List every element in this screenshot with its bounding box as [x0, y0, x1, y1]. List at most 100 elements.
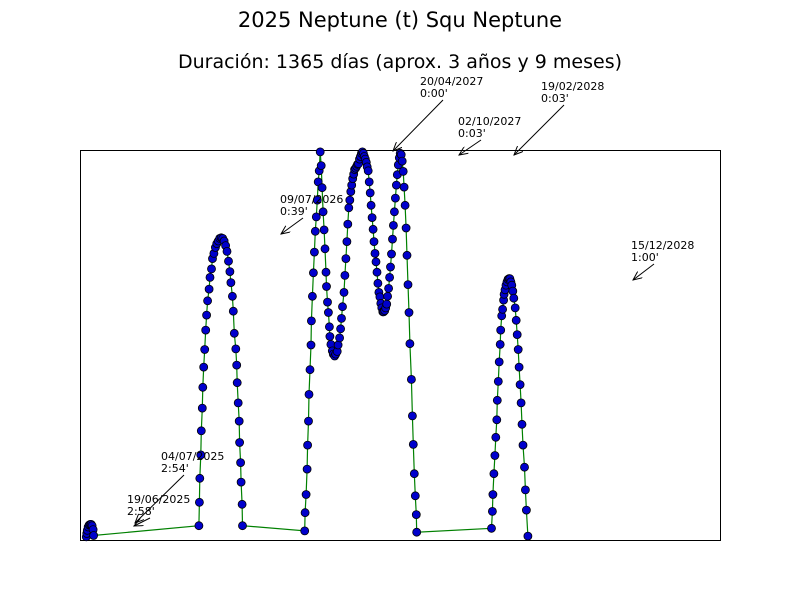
annotation-arrow	[633, 263, 655, 280]
data-point	[398, 166, 408, 176]
data-point	[205, 272, 215, 282]
data-point	[322, 282, 331, 291]
annotation-date: 15/12/2028	[631, 239, 694, 252]
peak-annotation: 09/07/2026 0:39'	[280, 193, 343, 234]
data-point	[232, 378, 242, 388]
annotation-label: 15/12/2028 1:00'	[631, 239, 694, 264]
data-point	[300, 526, 310, 536]
data-point	[202, 310, 212, 320]
annotation-time: 0:39'	[280, 205, 308, 218]
data-point	[406, 374, 416, 384]
data-point	[520, 462, 529, 472]
data-point	[402, 250, 412, 260]
data-point	[489, 469, 499, 479]
data-point	[405, 339, 415, 349]
data-point	[365, 188, 375, 198]
data-point	[200, 345, 210, 354]
annotation-time: 0:03'	[458, 127, 486, 140]
data-point	[511, 315, 521, 325]
data-point	[198, 382, 208, 392]
data-point	[228, 306, 238, 316]
data-point	[492, 395, 502, 405]
data-point	[493, 376, 503, 386]
data-point	[317, 183, 327, 193]
peak-annotation: 15/12/2028 1:00'	[631, 239, 694, 280]
data-point	[315, 147, 325, 157]
data-point	[383, 291, 393, 301]
data-point	[488, 490, 498, 499]
data-point	[312, 195, 322, 205]
annotation-time: 0:00'	[420, 87, 448, 100]
data-point	[494, 357, 504, 367]
data-point	[304, 389, 314, 399]
data-point	[229, 328, 239, 338]
annotation-arrow	[135, 474, 185, 523]
data-point	[344, 203, 354, 213]
data-point	[233, 398, 243, 408]
data-point	[343, 219, 353, 229]
annotation-date: 09/07/2026	[280, 193, 343, 206]
data-point	[196, 450, 206, 460]
data-point	[515, 380, 525, 390]
data-point	[226, 278, 236, 288]
series-layer	[81, 147, 533, 542]
data-point	[521, 485, 530, 495]
peak-annotation: 02/10/2027 0:03'	[458, 115, 521, 155]
annotation-label: 09/07/2026 0:39'	[280, 193, 343, 218]
data-point	[336, 324, 346, 334]
annotation-date: 04/07/2025	[161, 450, 224, 463]
data-point	[387, 249, 396, 259]
data-point	[337, 313, 346, 323]
data-point	[305, 365, 315, 375]
peak-annotation: 19/02/2028 0:03'	[514, 80, 604, 155]
data-point	[487, 506, 497, 516]
data-point	[323, 297, 332, 307]
data-point	[411, 510, 421, 519]
data-point	[408, 439, 418, 449]
data-point	[367, 213, 377, 223]
data-point	[514, 362, 524, 372]
data-point	[236, 458, 246, 468]
data-point	[234, 416, 244, 426]
data-point	[316, 161, 326, 171]
data-point	[319, 225, 329, 235]
data-point	[498, 304, 508, 314]
data-point	[492, 415, 502, 425]
data-point	[407, 411, 417, 421]
data-point	[384, 283, 394, 293]
annotation-time: 2:54'	[161, 462, 189, 475]
data-point	[236, 477, 246, 487]
data-point	[318, 207, 328, 217]
peak-annotation: 04/07/2025 2:54'	[135, 450, 224, 523]
annotation-arrow	[393, 99, 444, 151]
data-point	[345, 195, 355, 205]
data-point	[207, 264, 216, 274]
data-point	[368, 224, 378, 234]
data-point	[224, 256, 233, 266]
data-point	[518, 440, 528, 450]
plot-frame	[80, 150, 721, 541]
annotation-arrow	[459, 139, 482, 155]
annotation-label: 02/10/2027 0:03'	[458, 115, 521, 140]
chart-title: 2025 Neptune (t) Squ Neptune	[237, 8, 563, 32]
data-point	[522, 505, 531, 515]
data-point	[341, 254, 351, 264]
data-point	[516, 398, 526, 408]
data-point	[509, 293, 519, 303]
annotation-time: 1:00'	[631, 251, 659, 264]
data-point	[323, 308, 333, 317]
data-point	[339, 287, 349, 297]
data-point	[372, 267, 382, 277]
data-point	[512, 330, 522, 340]
data-point	[508, 286, 518, 296]
annotation-arrow	[281, 217, 304, 234]
annotation-date: 02/10/2027	[458, 115, 521, 128]
annotation-arrow	[514, 104, 565, 155]
data-point	[310, 226, 320, 236]
annotation-date: 20/04/2027	[420, 75, 483, 88]
data-point	[340, 270, 350, 280]
data-point	[194, 521, 204, 531]
annotation-label: 20/04/2027 0:00'	[420, 75, 483, 100]
peak-annotation: 20/04/2027 0:00'	[393, 75, 483, 151]
data-point	[382, 299, 392, 309]
